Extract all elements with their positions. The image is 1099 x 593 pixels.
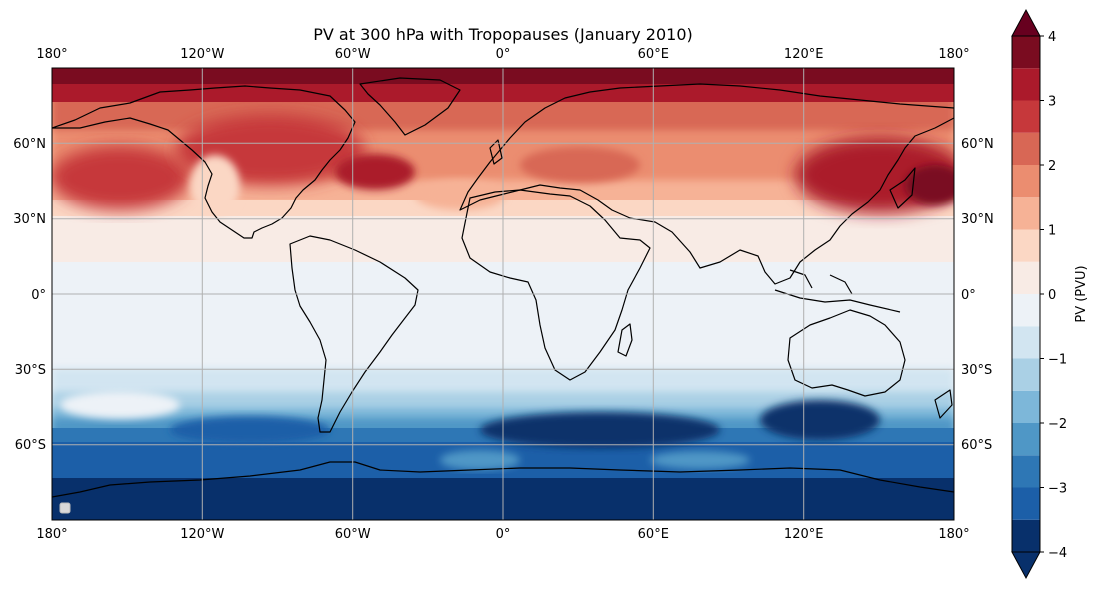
coast-maritime-continent	[774, 269, 901, 313]
lon-label-bottom: 60°W	[335, 527, 371, 542]
lat-label-left: 30°N	[13, 212, 46, 227]
colorbar-segment	[1012, 358, 1040, 391]
colorbar-segment	[1012, 519, 1040, 552]
coast-south-america	[289, 235, 419, 433]
coast-antarctica	[52, 461, 954, 498]
lon-label-bottom: 180°	[938, 527, 969, 542]
colorbar-segment	[1012, 423, 1040, 456]
lon-label-top: 120°E	[784, 47, 824, 62]
colorbar-segment	[1012, 487, 1040, 520]
coast-eurasia	[459, 83, 954, 285]
lon-label-bottom: 0°	[496, 527, 511, 542]
coast-new-zealand	[934, 389, 953, 419]
lon-label-bottom: 60°E	[638, 527, 669, 542]
lat-label-left: 60°S	[15, 438, 46, 453]
lon-label-top: 180°	[938, 47, 969, 62]
lon-labels-bottom: 180° 120°W 60°W 0° 60°E 120°E 180°	[36, 527, 969, 542]
colorbar-segment	[1012, 294, 1040, 327]
lon-label-top: 180°	[36, 47, 67, 62]
colorbar-over-arrow	[1011, 8, 1041, 37]
coast-uk	[489, 139, 503, 165]
colorbar-tick-label: 4	[1048, 30, 1056, 45]
colorbar-segment	[1012, 261, 1040, 294]
colorbar-segment	[1012, 165, 1040, 198]
colorbar-segment	[1012, 229, 1040, 262]
legend-box	[59, 502, 71, 514]
colorbar-under-arrow	[1011, 551, 1041, 580]
coast-australia	[787, 309, 906, 397]
colorbar-segment	[1012, 197, 1040, 230]
pv-map	[52, 68, 954, 520]
lon-label-top: 0°	[496, 47, 511, 62]
coastlines	[52, 77, 954, 498]
lon-label-bottom: 120°E	[784, 527, 824, 542]
lon-label-bottom: 180°	[36, 527, 67, 542]
map-frame	[51, 67, 955, 521]
colorbar-tick-label: −4	[1048, 546, 1067, 561]
lat-labels-left: 60°N 30°N 0° 30°S 60°S	[13, 137, 46, 453]
coast-africa	[461, 189, 651, 381]
colorbar-tick-label: 1	[1048, 224, 1056, 239]
lon-labels-top: 180° 120°W 60°W 0° 60°E 120°E 180°	[36, 47, 969, 62]
colorbar-segment	[1012, 100, 1040, 133]
map-title: PV at 300 hPa with Tropopauses (January …	[313, 25, 693, 44]
colorbar-segment	[1012, 68, 1040, 101]
lon-label-top: 60°E	[638, 47, 669, 62]
lat-label-right: 30°N	[961, 212, 994, 227]
lat-label-left: 30°S	[15, 363, 46, 378]
colorbar-segments	[1012, 36, 1040, 552]
lat-label-right: 0°	[961, 288, 976, 303]
colorbar-ticks: 4 3 2 1 0 −1 −2 −3 −4	[1040, 30, 1067, 561]
colorbar-segment	[1012, 326, 1040, 359]
lon-label-bottom: 120°W	[180, 527, 224, 542]
colorbar-segment	[1012, 132, 1040, 165]
coast-japan	[889, 167, 916, 209]
colorbar-tick-label: 2	[1048, 159, 1056, 174]
colorbar-tick-label: −1	[1048, 353, 1067, 368]
lat-label-left: 60°N	[13, 137, 46, 152]
colorbar-label: PV (PVU)	[1074, 265, 1089, 322]
lat-labels-right: 60°N 30°N 0° 30°S 60°S	[961, 137, 994, 453]
lat-label-right: 60°N	[961, 137, 994, 152]
coast-north-america	[52, 85, 356, 239]
lon-label-top: 60°W	[335, 47, 371, 62]
colorbar-segment	[1012, 36, 1040, 69]
lat-label-left: 0°	[31, 288, 46, 303]
colorbar-tick-label: 3	[1048, 95, 1056, 110]
lat-label-right: 60°S	[961, 438, 992, 453]
colorbar-segment	[1012, 390, 1040, 423]
colorbar-tick-label: −3	[1048, 482, 1067, 497]
colorbar: 4 3 2 1 0 −1 −2 −3 −4 PV (PVU)	[1011, 8, 1089, 580]
coast-greenland	[359, 77, 461, 136]
coast-madagascar	[617, 323, 633, 357]
lat-label-right: 30°S	[961, 363, 992, 378]
lon-label-top: 120°W	[180, 47, 224, 62]
colorbar-tick-label: −2	[1048, 417, 1067, 432]
colorbar-segment	[1012, 455, 1040, 488]
colorbar-tick-label: 0	[1048, 288, 1056, 303]
gridlines	[52, 68, 954, 520]
